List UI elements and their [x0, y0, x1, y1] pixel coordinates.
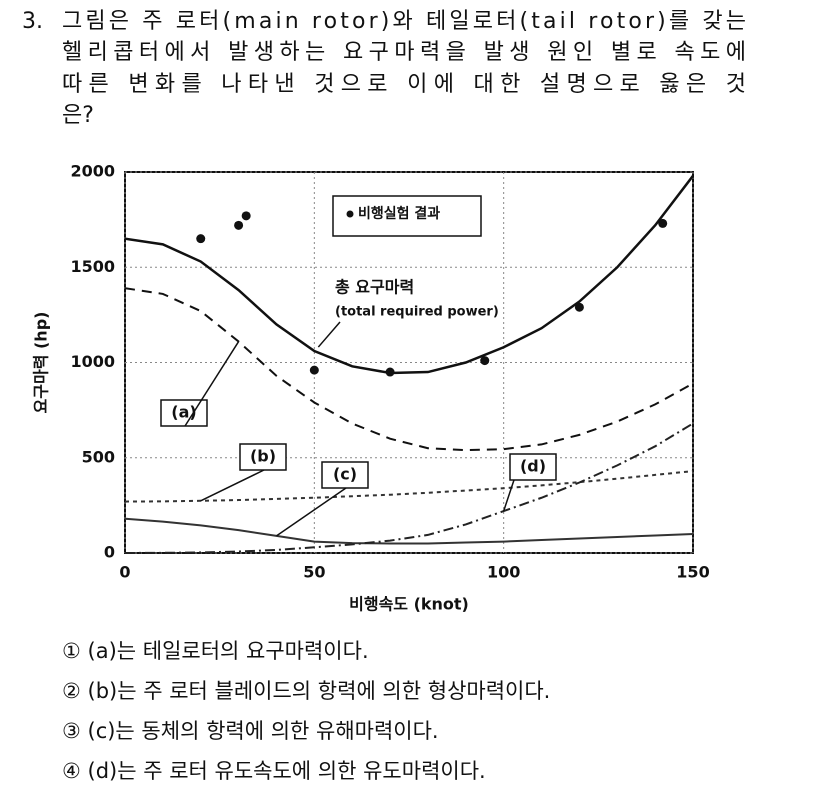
x-tick-label: 50 [303, 563, 325, 582]
x-tick-label: 100 [487, 563, 520, 582]
series-line [124, 175, 694, 375]
y-tick-label: 1500 [70, 257, 115, 276]
y-tick-label: 0 [104, 543, 115, 562]
x-tick-label: 150 [676, 563, 709, 582]
y-tick-label: 2000 [70, 162, 115, 181]
series-line [124, 287, 694, 452]
arrow [276, 487, 347, 537]
arrow [502, 479, 515, 512]
choice[interactable]: ④ (d)는 주 로터 유도속도에 의한 유도마력이다. [62, 759, 486, 783]
legend-box [332, 195, 482, 237]
flight-test-point [234, 220, 244, 230]
series-label: 총 요구마력 [335, 278, 414, 297]
x-tick-label: 0 [119, 563, 130, 582]
series-label: (c) [333, 465, 357, 484]
arrow [184, 341, 240, 427]
series-annotation: (total required power) [335, 305, 499, 320]
question-line: 은? [62, 103, 94, 128]
legend-label: 비행실험 결과 [358, 205, 440, 222]
arrow [317, 321, 341, 348]
series-label: (b) [250, 447, 276, 466]
series-label: (d) [520, 457, 546, 476]
flight-test-point [241, 211, 251, 221]
question-line: 그림은 주 로터(main rotor)와 테일로터(tail rotor)를 … [62, 9, 746, 34]
legend-marker [346, 210, 354, 218]
label-box [509, 453, 557, 481]
series-line [124, 422, 694, 554]
series-label: (a) [171, 403, 196, 422]
choice[interactable]: ③ (c)는 동체의 항력에 의한 유해마력이다. [62, 719, 439, 743]
y-tick-label: 1000 [70, 352, 115, 371]
flight-test-point [574, 302, 584, 312]
question-number: 3. [22, 9, 43, 34]
y-tick-label: 500 [82, 447, 115, 466]
series-line [124, 517, 694, 545]
choice[interactable]: ① (a)는 테일로터의 요구마력이다. [62, 639, 369, 663]
flight-test-point [480, 356, 490, 366]
arrow [200, 469, 265, 502]
y-axis-label: 요구마력 (hp) [32, 312, 51, 414]
flight-test-point [196, 234, 206, 244]
flight-test-point [658, 218, 668, 228]
x-axis-label: 비행속도 (knot) [349, 595, 469, 614]
question-line: 헬리콥터에서 발생하는 요구마력을 발생 원인 별로 속도에 [62, 40, 746, 65]
label-box [239, 443, 287, 471]
flight-test-point [309, 365, 319, 375]
flight-test-point [385, 367, 395, 377]
question-line: 따른 변화를 나타낸 것으로 이에 대한 설명으로 옳은 것 [62, 72, 746, 97]
choice[interactable]: ② (b)는 주 로터 블레이드의 항력에 의한 형상마력이다. [62, 679, 550, 703]
series-line [124, 470, 694, 503]
